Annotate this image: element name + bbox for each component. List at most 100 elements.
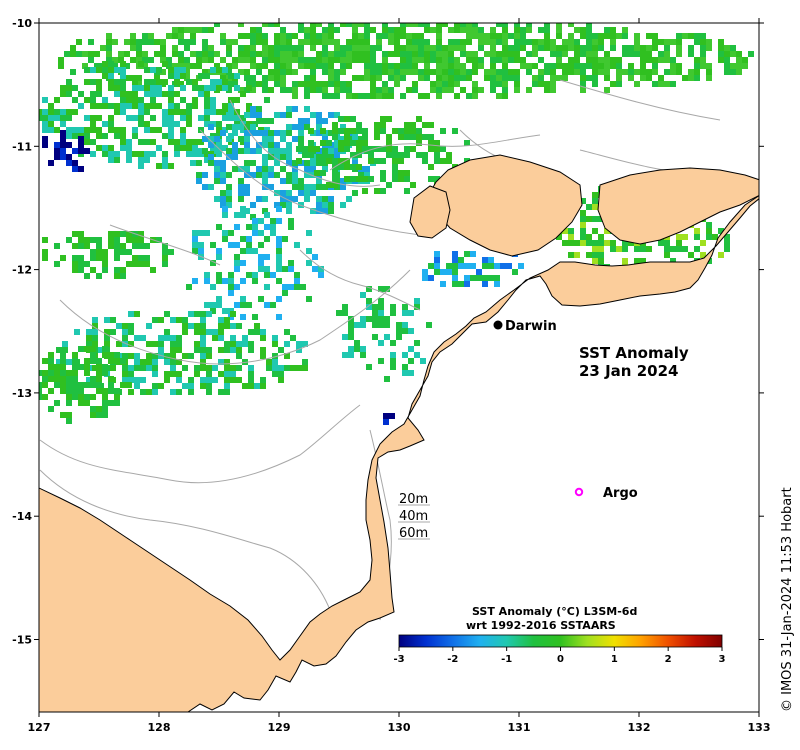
sst-pixel: [76, 39, 82, 45]
sst-pixel: [298, 51, 304, 57]
sst-pixel: [72, 255, 78, 261]
sst-pixel: [250, 130, 256, 136]
sst-pixel: [514, 81, 520, 87]
sst-pixel: [84, 133, 90, 139]
sst-pixel: [322, 57, 328, 63]
sst-pixel: [270, 302, 276, 308]
sst-pixel: [220, 178, 226, 184]
sst-pixel: [120, 267, 126, 273]
sst-pixel: [358, 39, 364, 45]
sst-pixel: [274, 33, 280, 39]
sst-pixel: [218, 329, 224, 335]
bathurst-island: [409, 185, 451, 239]
sst-pixel: [372, 316, 378, 322]
sst-pixel: [352, 45, 358, 51]
sst-pixel: [94, 63, 100, 69]
sst-pixel: [84, 237, 90, 243]
sst-pixel: [128, 371, 134, 377]
sst-pixel: [114, 400, 120, 406]
sst-pixel: [96, 412, 102, 418]
sst-pixel: [134, 353, 140, 359]
sst-pixel: [304, 39, 310, 45]
sst-pixel: [96, 273, 102, 279]
sst-pixel: [72, 97, 78, 103]
sst-pixel: [122, 329, 128, 335]
sst-pixel: [192, 151, 198, 157]
sst-pixel: [108, 103, 114, 109]
sst-pixel: [228, 278, 234, 284]
sst-pixel: [574, 39, 580, 45]
sst-pixel: [218, 359, 224, 365]
sst-pixel: [508, 45, 514, 51]
sst-pixel: [244, 130, 250, 136]
sst-pixel: [460, 45, 466, 51]
sst-pixel: [430, 51, 436, 57]
sst-pixel: [106, 51, 112, 57]
sst-pixel: [196, 160, 202, 166]
sst-pixel: [202, 27, 208, 33]
sst-pixel: [322, 148, 328, 154]
sst-pixel: [198, 127, 204, 133]
sst-pixel: [280, 148, 286, 154]
sst-pixel: [266, 365, 272, 371]
sst-pixel: [234, 212, 240, 218]
sst-pixel: [242, 335, 248, 341]
sst-pixel: [352, 160, 358, 166]
depth-legend-20m: 20m: [399, 492, 428, 507]
sst-pixel: [84, 67, 90, 73]
sst-pixel: [670, 69, 676, 75]
sst-pixel: [526, 39, 532, 45]
sst-pixel: [256, 130, 262, 136]
sst-pixel: [344, 140, 350, 146]
sst-pixel: [64, 51, 70, 57]
sst-pixel: [58, 63, 64, 69]
sst-pixel: [48, 364, 54, 370]
sst-pixel: [310, 87, 316, 93]
sst-pixel: [676, 63, 682, 69]
sst-pixel: [268, 166, 274, 172]
mainland-coast: [39, 195, 759, 712]
sst-pixel: [240, 248, 246, 254]
sst-pixel: [396, 322, 402, 328]
sst-pixel: [586, 39, 592, 45]
sst-pixel: [416, 116, 422, 122]
sst-pixel: [280, 69, 286, 75]
sst-pixel: [646, 75, 652, 81]
sst-pixel: [66, 85, 72, 91]
sst-pixel: [304, 106, 310, 112]
sst-pixel: [392, 152, 398, 158]
sst-pixel: [502, 93, 508, 99]
sst-pixel: [270, 218, 276, 224]
sst-pixel: [574, 63, 580, 69]
sst-pixel: [616, 33, 622, 39]
sst-pixel: [410, 128, 416, 134]
sst-pixel: [130, 45, 136, 51]
sst-pixel: [334, 87, 340, 93]
sst-pixel: [358, 93, 364, 99]
sst-pixel: [260, 383, 266, 389]
sst-pixel: [250, 27, 256, 33]
sst-pixel: [424, 27, 430, 33]
sst-pixel: [326, 158, 332, 164]
sst-pixel: [334, 39, 340, 45]
sst-pixel: [234, 254, 240, 260]
sst-pixel: [358, 23, 364, 27]
sst-pixel: [730, 45, 736, 51]
sst-pixel: [336, 310, 342, 316]
sst-pixel: [240, 278, 246, 284]
sst-pixel: [162, 115, 168, 121]
sst-pixel: [256, 112, 262, 118]
sst-pixel: [322, 51, 328, 57]
sst-pixel: [628, 75, 634, 81]
sst-pixel: [340, 69, 346, 75]
sst-pixel: [230, 365, 236, 371]
sst-pixel: [180, 133, 186, 139]
sst-pixel: [204, 230, 210, 236]
sst-pixel: [356, 152, 362, 158]
sst-pixel: [72, 376, 78, 382]
sst-pixel: [256, 166, 262, 172]
sst-pixel: [200, 359, 206, 365]
sst-pixel: [652, 45, 658, 51]
sst-pixel: [422, 152, 428, 158]
sst-pixel: [376, 33, 382, 39]
